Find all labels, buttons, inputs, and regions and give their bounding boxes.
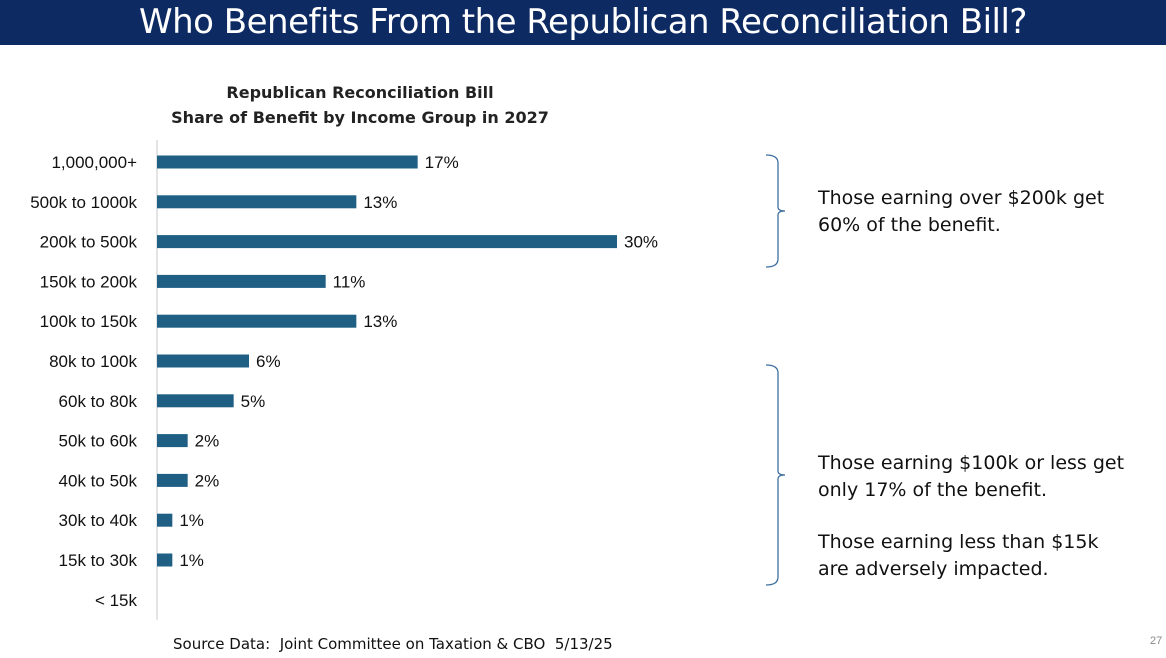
category-label: 100k to 150k [40, 312, 138, 331]
value-label: 1% [179, 511, 204, 530]
lower-annotation-b: Those earning less than $15k are adverse… [818, 529, 1098, 583]
lower-annotation-b-line-1: Those earning less than $15k [818, 531, 1099, 553]
lower-annotation-a-line-2: only 17% of the benefit. [818, 479, 1048, 501]
category-label: 15k to 30k [59, 551, 138, 570]
upper-bracket [765, 154, 786, 268]
value-label: 5% [241, 392, 266, 411]
category-label: 80k to 100k [49, 352, 137, 371]
category-label: 150k to 200k [40, 272, 138, 291]
bar [157, 235, 617, 249]
bar [157, 155, 418, 169]
chart-title-line-2: Share of Benefit by Income Group in 2027 [171, 108, 549, 127]
value-label: 30% [624, 233, 658, 252]
lower-annotation-a-line-1: Those earning $100k or less get [818, 452, 1125, 474]
source-note: Source Data: Joint Committee on Taxation… [173, 635, 613, 653]
bar [157, 354, 249, 368]
upper-annotation-line-1: Those earning over $200k get [818, 187, 1105, 209]
slide-title: Who Benefits From the Republican Reconci… [139, 2, 1027, 42]
upper-annotation: Those earning over $200k get 60% of the … [818, 185, 1104, 239]
category-label: 500k to 1000k [30, 193, 137, 212]
value-label: 2% [195, 471, 220, 490]
upper-annotation-line-2: 60% of the benefit. [818, 214, 1001, 236]
value-label: 13% [363, 312, 397, 331]
category-label: 200k to 500k [40, 233, 138, 252]
bar [157, 314, 357, 328]
category-label: 40k to 50k [59, 471, 138, 490]
category-label: 50k to 60k [59, 432, 138, 451]
bar [157, 394, 234, 408]
value-label: 11% [333, 272, 366, 291]
page-number: 27 [1150, 635, 1163, 647]
lower-bracket [765, 364, 786, 586]
category-label: 30k to 40k [59, 511, 138, 530]
bar-chart: 1,000,000+ 17% 500k to 1000k 13% 200k to 500… [30, 140, 786, 620]
bar [157, 513, 173, 527]
value-label: 2% [195, 432, 220, 451]
chart-title: Republican Reconciliation Bill Share of … [160, 80, 560, 130]
value-label: 6% [256, 352, 281, 371]
category-label: 1,000,000+ [51, 153, 137, 172]
lower-annotation-a: Those earning $100k or less get only 17%… [818, 450, 1124, 504]
bar [157, 195, 357, 209]
bar [157, 434, 188, 448]
value-label: 1% [179, 551, 204, 570]
lower-annotation-b-line-2: are adversely impacted. [818, 558, 1049, 580]
title-banner: Who Benefits From the Republican Reconci… [0, 0, 1166, 45]
value-label: 13% [363, 193, 397, 212]
bar [157, 274, 326, 288]
value-label: 17% [425, 153, 459, 172]
category-label: 60k to 80k [59, 392, 138, 411]
chart-title-line-1: Republican Reconciliation Bill [226, 83, 494, 102]
category-label: < 15k [95, 591, 138, 610]
bar [157, 473, 188, 487]
bar [157, 553, 173, 567]
